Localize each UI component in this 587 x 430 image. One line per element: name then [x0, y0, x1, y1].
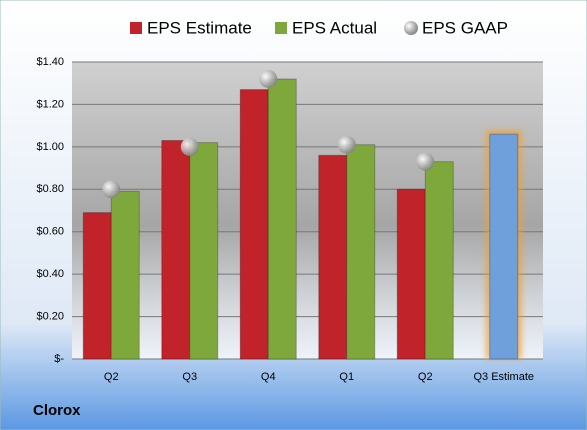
- bar: [346, 144, 376, 360]
- x-tick-label: Q4: [261, 371, 276, 383]
- y-tick-label: $0.80: [36, 183, 64, 195]
- bar: [239, 89, 269, 360]
- y-tick-label: $-: [54, 353, 64, 365]
- y-tick-label: $0.60: [36, 226, 64, 238]
- y-tick-label: $0.20: [36, 310, 64, 322]
- y-tick-label: $1.20: [36, 98, 64, 110]
- x-tick-label: Q3: [182, 371, 197, 383]
- legend-label: EPS Actual: [292, 18, 377, 37]
- marker: [259, 69, 278, 88]
- legend-marker: [130, 22, 142, 34]
- x-tick-label: Q2: [104, 371, 119, 383]
- bar: [267, 78, 297, 360]
- bar: [161, 139, 191, 360]
- legend-marker: [404, 21, 418, 35]
- bar: [189, 142, 219, 360]
- x-tick-label: Q3 Estimate: [473, 371, 534, 383]
- x-tick-label: Q1: [339, 371, 354, 383]
- marker: [102, 180, 121, 199]
- bar: [424, 161, 454, 360]
- marker: [180, 137, 199, 156]
- y-tick-label: $1.40: [36, 56, 64, 68]
- marker: [337, 135, 356, 154]
- y-tick-label: $0.40: [36, 268, 64, 280]
- y-tick-label: $1.00: [36, 141, 64, 153]
- bar: [82, 212, 112, 360]
- footer: Clorox: [33, 402, 81, 419]
- bar: [318, 154, 348, 360]
- legend-label: EPS Estimate: [147, 18, 252, 37]
- bar: [110, 190, 140, 360]
- legend-marker: [275, 22, 287, 34]
- marker: [416, 152, 435, 171]
- plot-area: [72, 62, 543, 359]
- x-tick-label: Q2: [418, 371, 433, 383]
- legend-label: EPS GAAP: [422, 18, 508, 37]
- bar: [489, 133, 519, 360]
- bar: [396, 188, 426, 360]
